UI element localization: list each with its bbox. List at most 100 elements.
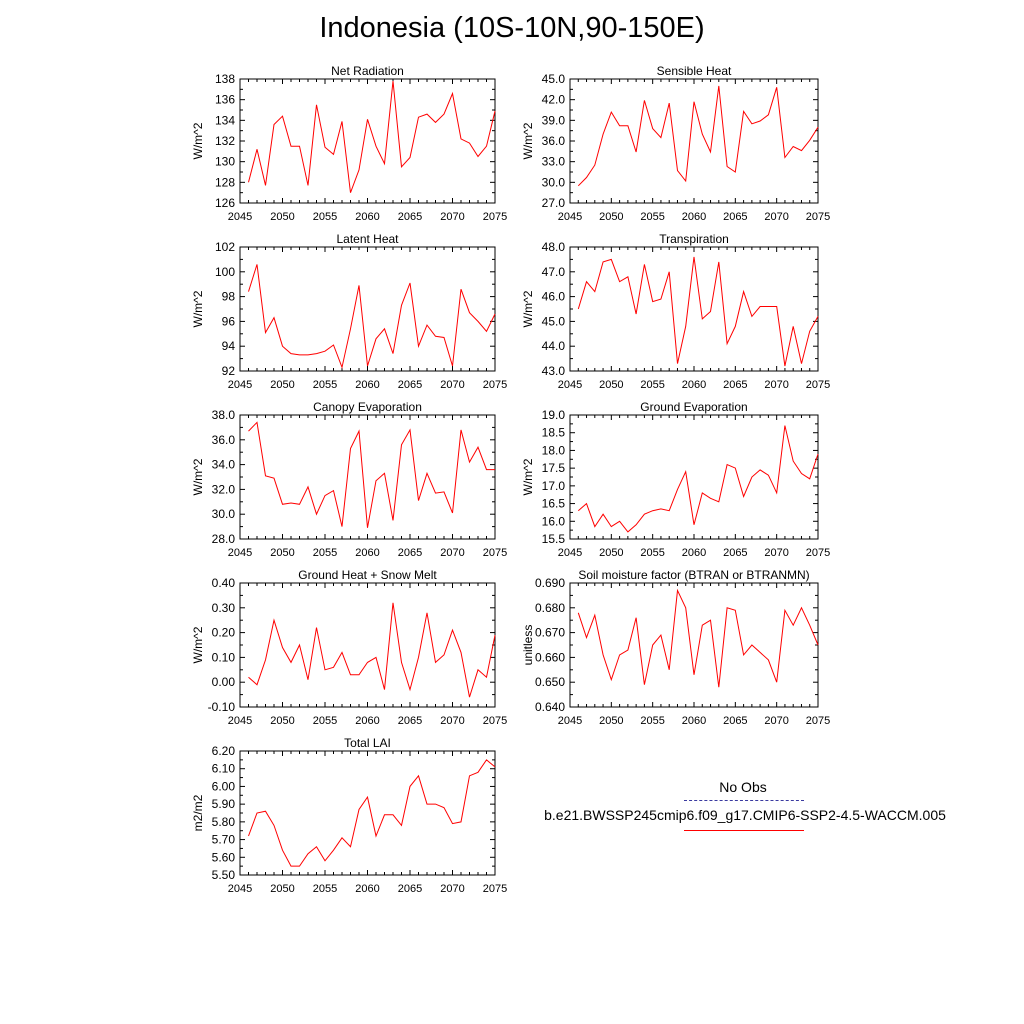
y-tick-label: 0.660 [535, 650, 565, 664]
x-tick-label: 2065 [723, 547, 747, 559]
y-tick-label: 30.0 [542, 175, 566, 189]
panel-2: 2045 2050 2055 2060 2065 2070 2075 27.0 30.0 33.0… [521, 64, 830, 223]
series-line [248, 759, 496, 867]
x-tick-label: 2050 [270, 883, 294, 895]
y-axis-label: W/m^2 [521, 122, 535, 159]
x-tick-label: 2075 [483, 211, 507, 223]
y-axis-label: W/m^2 [191, 458, 205, 495]
legend-obs-line [684, 800, 804, 801]
y-tick-label: 128 [215, 175, 235, 189]
y-tick-label: 16.0 [542, 514, 566, 528]
x-tick-label: 2065 [398, 211, 422, 223]
y-tick-label: 43.0 [542, 364, 566, 378]
x-tick-label: 2045 [558, 379, 582, 391]
y-tick-label: 0.40 [212, 576, 236, 590]
y-tick-label: 45.0 [542, 314, 566, 328]
x-tick-label: 2050 [270, 379, 294, 391]
panel-9: 2045 2050 2055 2060 2065 2070 2075 5.50 5.60 5.70… [191, 736, 507, 895]
x-tick-label: 2050 [599, 211, 623, 223]
y-tick-label: 36.0 [542, 134, 566, 148]
y-tick-label: 28.0 [212, 532, 236, 546]
x-tick-label: 2045 [558, 211, 582, 223]
y-axis-label: W/m^2 [521, 290, 535, 327]
panel-5: 2045 2050 2055 2060 2065 2070 2075 28.0 30.0 32.0… [191, 400, 507, 559]
y-tick-label: 47.0 [542, 265, 566, 279]
x-tick-label: 2065 [723, 379, 747, 391]
page-title: Indonesia (10S-10N,90-150E) [319, 12, 705, 44]
panel-3: 2045 2050 2055 2060 2065 2070 2075 92 94 96 98 100 1… [191, 232, 507, 391]
y-tick-label: 126 [215, 196, 235, 210]
y-tick-label: 0.20 [212, 626, 236, 640]
y-axis-label: m2/m2 [191, 794, 205, 831]
x-tick-label: 2055 [313, 379, 337, 391]
x-tick-label: 2055 [313, 883, 337, 895]
y-tick-label: 16.5 [542, 497, 566, 511]
y-tick-label: 98 [222, 290, 236, 304]
plot-frame [239, 78, 496, 204]
x-tick-label: 2070 [764, 211, 788, 223]
y-tick-label: 32.0 [212, 482, 236, 496]
y-tick-label: 36.0 [212, 433, 236, 447]
y-tick-label: 5.70 [212, 833, 236, 847]
x-tick-label: 2055 [640, 715, 664, 727]
x-tick-label: 2050 [599, 715, 623, 727]
x-tick-label: 2045 [228, 379, 252, 391]
plot-frame [239, 750, 496, 876]
y-axis-label: W/m^2 [521, 458, 535, 495]
x-tick-label: 2055 [313, 715, 337, 727]
x-tick-label: 2070 [764, 715, 788, 727]
x-tick-label: 2075 [806, 715, 830, 727]
y-tick-label: 0.640 [535, 700, 565, 714]
y-tick-label: 0.650 [535, 675, 565, 689]
x-tick-label: 2055 [640, 211, 664, 223]
x-tick-label: 2055 [313, 211, 337, 223]
y-axis-label: W/m^2 [191, 626, 205, 663]
series-line [577, 425, 819, 533]
y-tick-label: 46.0 [542, 290, 566, 304]
x-tick-label: 2070 [440, 379, 464, 391]
panel-title: Ground Evaporation [640, 400, 747, 414]
x-tick-label: 2045 [558, 715, 582, 727]
series-line [248, 602, 496, 698]
series-line [577, 256, 819, 367]
y-tick-label: 17.0 [542, 479, 566, 493]
x-tick-label: 2065 [398, 715, 422, 727]
panel-6: 2045 2050 2055 2060 2065 2070 2075 15.5 16.0 16.5… [521, 400, 830, 559]
legend-model-label: b.e21.BWSSP245cmip6.f09_g17.CMIP6-SSP2-4… [544, 807, 946, 823]
y-tick-label: 18.0 [542, 443, 566, 457]
y-tick-label: 5.80 [212, 815, 236, 829]
y-tick-label: 5.60 [212, 850, 236, 864]
y-axis-label: unitless [521, 625, 535, 666]
x-tick-label: 2075 [483, 883, 507, 895]
y-tick-label: 134 [215, 113, 235, 127]
x-tick-label: 2050 [599, 547, 623, 559]
x-tick-label: 2075 [483, 379, 507, 391]
y-tick-label: 136 [215, 93, 235, 107]
y-tick-label: 44.0 [542, 339, 566, 353]
x-tick-label: 2065 [398, 883, 422, 895]
y-tick-label: 39.0 [542, 113, 566, 127]
y-tick-label: 18.5 [542, 426, 566, 440]
x-tick-label: 2075 [806, 547, 830, 559]
y-tick-label: 5.50 [212, 868, 236, 882]
x-tick-label: 2060 [355, 547, 379, 559]
y-axis-label: W/m^2 [191, 290, 205, 327]
x-tick-label: 2060 [355, 211, 379, 223]
plot-frame [239, 414, 496, 540]
y-tick-label: 38.0 [212, 408, 236, 422]
x-tick-label: 2050 [599, 379, 623, 391]
y-tick-label: 17.5 [542, 461, 566, 475]
series-line [248, 421, 495, 528]
legend-model-line [684, 830, 804, 831]
y-tick-label: 0.00 [212, 675, 236, 689]
y-tick-label: 92 [222, 364, 236, 378]
plot-frame [569, 246, 819, 372]
series-line [577, 588, 819, 688]
y-tick-label: 15.5 [542, 532, 566, 546]
series-line [248, 81, 496, 193]
x-tick-label: 2060 [682, 715, 706, 727]
x-tick-label: 2075 [806, 211, 830, 223]
y-tick-label: 6.00 [212, 779, 236, 793]
x-tick-label: 2070 [764, 379, 788, 391]
